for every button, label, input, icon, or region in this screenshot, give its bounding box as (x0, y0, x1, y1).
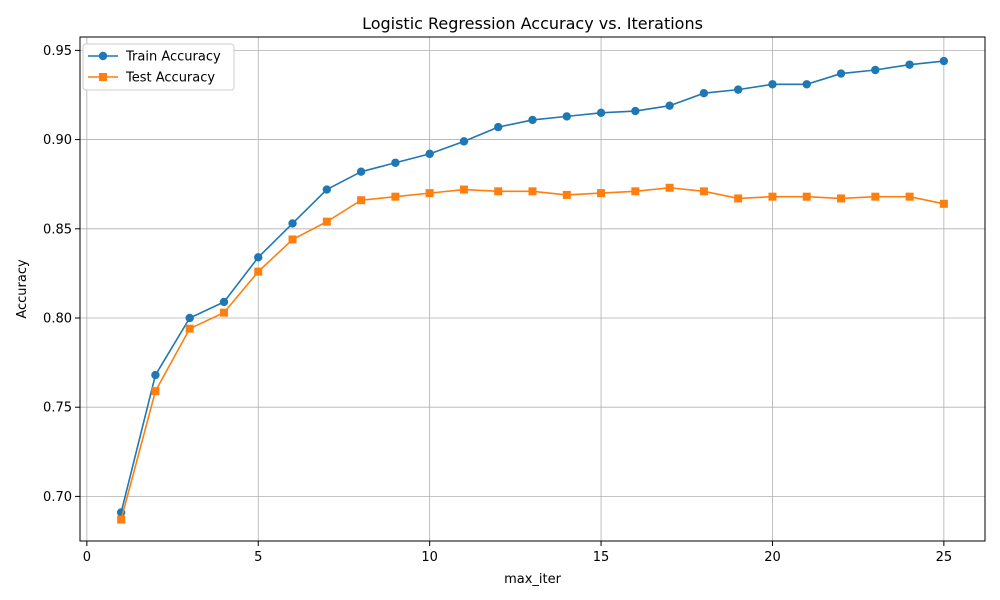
chart-title: Logistic Regression Accuracy vs. Iterati… (362, 14, 703, 33)
x-tick-label: 0 (83, 550, 91, 565)
legend-box (82, 43, 235, 91)
y-tick-label: 0.95 (43, 44, 72, 59)
plot-frame (79, 36, 986, 542)
data-point (219, 308, 228, 317)
data-point (357, 196, 366, 205)
data-point (871, 192, 880, 201)
data-point (391, 192, 400, 201)
data-point (665, 183, 674, 192)
legend-item: Test Accuracy (88, 71, 215, 86)
data-point (254, 267, 263, 276)
legend: Train Accuracy Test Accuracy (82, 43, 235, 91)
data-point (836, 69, 846, 78)
data-point (528, 187, 537, 196)
data-point (322, 217, 331, 226)
legend-marker (98, 51, 108, 61)
data-point (288, 235, 297, 244)
grid-lines (80, 37, 985, 541)
data-point (562, 190, 571, 199)
y-tick-label: 0.75 (43, 401, 72, 416)
data-point (802, 80, 811, 89)
data-point (185, 313, 194, 323)
data-point (151, 370, 160, 380)
data-point (562, 112, 571, 121)
legend-item: Train Accuracy (88, 50, 221, 65)
x-axis-ticks: 0 5 10 15 20 25 (83, 541, 952, 565)
data-point (871, 65, 880, 75)
y-axis-ticks: 0.70 0.75 0.80 0.85 0.90 0.95 (43, 44, 80, 505)
data-point (288, 219, 297, 228)
data-point (939, 199, 948, 208)
y-tick-label: 0.90 (43, 133, 72, 148)
legend-label: Test Accuracy (125, 71, 215, 86)
x-tick-label: 5 (254, 550, 262, 565)
data-point (734, 194, 743, 203)
data-point (117, 515, 126, 524)
data-point (459, 137, 469, 146)
x-tick-label: 10 (421, 550, 438, 565)
series-test-accuracy (117, 183, 948, 524)
data-point (768, 80, 777, 89)
data-point (631, 187, 640, 196)
legend-label: Train Accuracy (125, 50, 221, 65)
data-point (939, 56, 949, 66)
data-point (733, 85, 743, 94)
data-point (425, 189, 434, 198)
data-point (905, 192, 914, 201)
data-point (905, 60, 914, 69)
y-tick-label: 0.70 (43, 490, 72, 505)
series-train-accuracy (116, 56, 949, 517)
data-point (151, 387, 160, 396)
data-point (665, 101, 674, 110)
data-point (768, 192, 777, 201)
legend-marker (99, 73, 107, 81)
y-tick-label: 0.80 (43, 311, 72, 326)
y-axis-label: Accuracy (15, 259, 30, 319)
x-tick-label: 25 (936, 550, 953, 565)
data-point (356, 167, 366, 176)
data-point (391, 158, 400, 167)
x-tick-label: 20 (764, 550, 781, 565)
x-tick-label: 15 (593, 550, 610, 565)
series-layer (116, 56, 949, 524)
data-point (322, 185, 332, 194)
data-point (596, 108, 606, 118)
data-point (494, 122, 503, 132)
data-point (631, 106, 640, 116)
data-point (597, 189, 606, 198)
data-point (528, 115, 537, 125)
data-point (459, 185, 468, 194)
data-point (837, 194, 846, 203)
y-tick-label: 0.85 (43, 222, 72, 237)
data-point (219, 297, 229, 307)
data-point (802, 192, 811, 201)
data-point (699, 88, 709, 98)
data-point (425, 149, 434, 159)
data-point (494, 187, 503, 196)
data-point (699, 187, 708, 196)
data-point (185, 324, 194, 333)
x-axis-label: max_iter (504, 572, 562, 587)
legend-items: Train Accuracy Test Accuracy (88, 50, 221, 86)
data-point (254, 253, 263, 262)
